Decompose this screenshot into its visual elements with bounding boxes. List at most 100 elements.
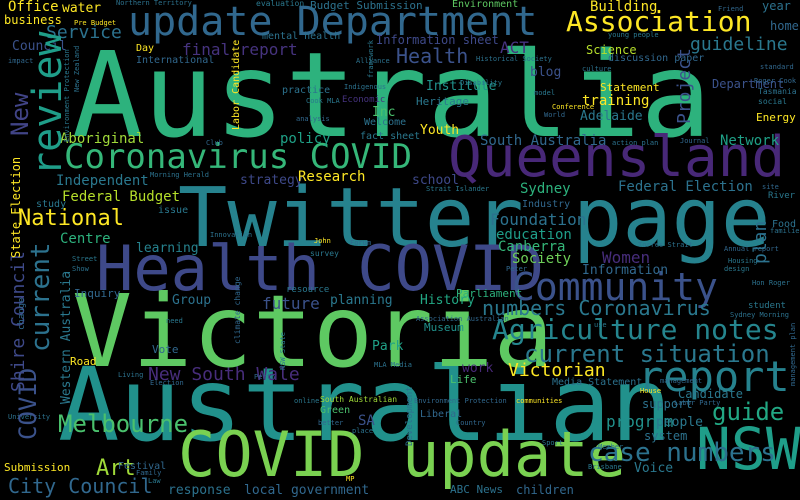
word-office: Office	[8, 0, 59, 15]
word-canberra: Canberra	[498, 239, 566, 255]
word-management-plan: management plan	[789, 322, 797, 386]
word-tasmania: Tasmania	[758, 87, 797, 96]
word-climate-change: climate change	[233, 276, 242, 344]
word-mp: MP	[346, 475, 355, 483]
word-road: Road	[70, 355, 97, 368]
word-mental-health: mental health	[262, 31, 341, 42]
word-aboriginal: Aboriginal	[60, 131, 145, 147]
word-current: current	[26, 242, 56, 352]
word-department: Department	[712, 77, 785, 91]
word-new: New	[6, 92, 34, 136]
word-labor-candidate: Labor Candidate	[231, 39, 242, 130]
word-project: Project	[674, 48, 695, 124]
word-country: Country	[456, 419, 486, 427]
word-local-government: local government	[244, 483, 370, 498]
word-study: study	[36, 199, 67, 210]
word-labor-party: Labor Party	[674, 399, 721, 407]
word-abc-news: ABC News	[450, 483, 503, 496]
word-john: John	[314, 237, 331, 245]
word-case-numbers: case numbers	[588, 438, 776, 468]
word-strait-islander: Strait Islander	[426, 185, 490, 193]
word-cook-mla: Cook MLA	[306, 97, 340, 105]
word-discussion-paper: discussion paper	[608, 53, 705, 64]
word-south-australian: South Australian	[320, 395, 398, 404]
word-regional: management	[660, 377, 703, 385]
word-young-people: young people	[608, 31, 659, 39]
word-river: River	[768, 191, 796, 201]
word-liberal: Liberal	[420, 409, 463, 420]
word-association-australian: use	[594, 321, 607, 329]
word-victorian: Victorian	[508, 360, 606, 381]
word-state-election: State Election	[9, 156, 23, 258]
word-sa: SA	[358, 413, 375, 429]
word-australian: Australian	[58, 346, 673, 465]
word-evaluation: evaluation	[256, 0, 305, 8]
word-review: review	[25, 31, 71, 177]
word-world: World	[544, 111, 566, 119]
word-support: support	[642, 397, 693, 411]
word-strategy: strategy	[240, 173, 303, 188]
word-inc: Inc	[372, 105, 396, 120]
word-women: Women	[602, 248, 651, 267]
word-online: online	[294, 397, 320, 405]
word-museum: Museum	[424, 321, 464, 334]
word-agriculture-notes: Agriculture notes	[492, 313, 779, 346]
word-health: Health	[396, 44, 469, 68]
word-vote: Vote	[152, 343, 179, 356]
word-housing: better	[318, 419, 344, 427]
word-alliance: Alliance	[356, 57, 390, 65]
word-food: Food	[772, 219, 797, 230]
word-home: home	[770, 19, 799, 33]
word-management: design	[724, 265, 750, 273]
word-new-south-wale: New South Wale	[148, 364, 300, 385]
word-university: change	[17, 297, 27, 330]
word-covid-update: COVID update	[178, 418, 626, 491]
word-morning-herald: Morning Herald	[150, 171, 210, 179]
word-building: Building	[590, 0, 658, 15]
word-familie: site	[762, 183, 779, 191]
word-club: Club	[206, 139, 223, 147]
word-adelaide: Adelaide	[580, 109, 643, 124]
word-social: social	[758, 97, 787, 106]
word-youth: Youth	[420, 123, 460, 138]
word-need: need	[166, 317, 183, 325]
word-centre: Centre	[60, 231, 111, 247]
word-show: Show	[72, 265, 89, 273]
word-voice: Voice	[634, 461, 674, 476]
word-indigenous: Indigenous	[344, 83, 387, 91]
word-council: Council	[12, 39, 67, 54]
word-international: International	[136, 55, 215, 66]
word-numbers-coronavirus: numbers Coronavirus	[482, 296, 711, 320]
word-practice: practice	[282, 85, 331, 96]
word-guide: guide	[712, 398, 785, 426]
word-environment-protection: Environment Protection	[63, 49, 71, 142]
word-environment: Environment	[452, 0, 519, 10]
word-association: Association	[566, 5, 752, 38]
word-inquiry: Inquiry	[74, 287, 121, 300]
word-member: Member	[598, 443, 624, 451]
word-standard: standard	[760, 63, 794, 71]
word-economic: Economic	[342, 95, 386, 105]
word-foundation: Foundation	[490, 210, 587, 229]
word-program: program	[606, 412, 674, 431]
word-journal: Journal	[680, 137, 710, 145]
word-group: Group	[172, 293, 212, 308]
word-resource: resource	[286, 285, 330, 295]
word-industry: Industry	[522, 199, 571, 210]
word-victoria: Victoria	[72, 273, 554, 390]
word-culture: culture	[582, 65, 612, 73]
word-student: student	[748, 301, 786, 311]
word-conference: Conference	[552, 103, 595, 111]
word-roger-cook: Roger Cook	[754, 77, 797, 85]
word-information: Information	[582, 263, 669, 278]
word-law: University	[8, 413, 51, 421]
word-society: Society	[512, 251, 572, 267]
word-green: Green	[320, 405, 351, 416]
word-western-australia: Western Australia	[59, 270, 74, 404]
word-national: National	[18, 206, 124, 231]
word-site: Law	[148, 477, 161, 485]
word-parliament: Parliament	[456, 287, 523, 300]
word-act: ACT	[500, 38, 529, 57]
word-children: children	[516, 483, 574, 497]
